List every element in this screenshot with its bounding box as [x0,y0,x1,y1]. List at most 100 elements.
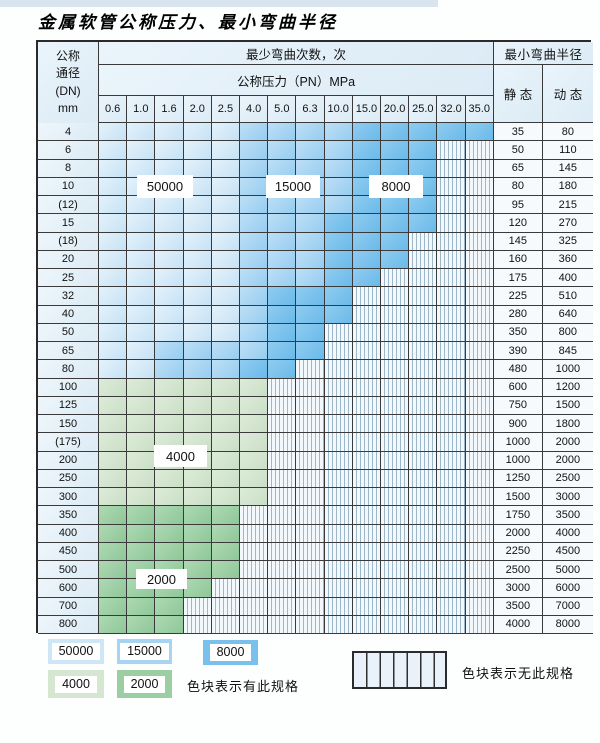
spec-cell [155,342,184,361]
table-row: 125 750 1500 [38,396,593,415]
static-radius-cell: 1250 [493,469,543,488]
spec-cell [183,542,212,561]
pressure-bend-table: 公称 通径 (DN) mm 最少弯曲次数，次 最小弯曲半径 公称压力（PN）MPa 静… [36,40,593,634]
table-row: (18) 145 325 [38,232,593,251]
spec-cell [211,177,241,196]
spec-cell [211,542,241,561]
spec-cell [352,232,382,251]
dynamic-radius-cell: 2500 [542,469,593,488]
spec-cell [268,196,297,215]
spec-cell [268,360,297,379]
dynamic-radius-cell: 4500 [542,542,593,561]
spec-cell [324,305,353,324]
legend-value-15000: 15000 [120,643,169,660]
spec-cell [381,250,410,269]
spec-cell [155,323,184,342]
dynamic-radius-cell: 510 [542,287,593,306]
no-spec-cell [211,579,241,598]
spec-cell [352,250,382,269]
table-row: 450 2250 4500 [38,542,593,561]
dn-cell: (12) [38,196,99,215]
spec-cell [211,287,241,306]
legend-item-4000: 4000 [48,670,104,698]
spec-cell [381,232,410,251]
static-radius-cell: 95 [493,196,543,215]
no-spec-cell [437,542,466,561]
spec-cell [183,396,212,415]
spec-cell [240,287,269,306]
spec-cell [211,159,241,178]
spec-cell [211,469,241,488]
spec-cell [296,287,325,306]
spec-cell [155,615,184,634]
table-row: 25 175 400 [38,269,593,288]
spec-cell [183,360,212,379]
no-spec-cell [465,469,494,488]
no-spec-cell [296,451,325,470]
spec-cell [211,342,241,361]
static-radius-cell: 80 [493,177,543,196]
no-spec-cell [437,269,466,288]
no-spec-cell [352,342,382,361]
no-spec-cell [324,342,353,361]
no-spec-cell [352,305,382,324]
table-row: 20 160 360 [38,250,593,269]
spec-cell [99,141,128,160]
no-spec-cell [381,360,410,379]
spec-cell [127,597,156,616]
spec-cell [99,488,128,507]
spec-cell [155,597,184,616]
no-spec-cell [381,433,410,452]
nominal-pressure-header: 公称压力（PN）MPa [99,65,494,96]
legend-value-8000: 8000 [209,644,252,661]
no-spec-cell [465,177,494,196]
pressure-values-header-row: 0.6 1.0 1.6 2.0 2.5 4.0 5.0 6.3 10.0 15.0 20.0 25.0… [99,96,494,123]
dn-cell: 450 [38,542,99,561]
no-spec-cell [268,451,297,470]
no-spec-cell [437,506,466,525]
spec-cell [352,214,382,233]
no-spec-cell [465,196,494,215]
no-spec-cell [324,542,353,561]
spec-cell [240,123,269,142]
min-bend-radius-header: 最小弯曲半径 [494,42,593,65]
spec-cell [240,250,269,269]
no-spec-cell [296,378,325,397]
spec-cell [99,214,128,233]
static-radius-cell: 900 [493,415,543,434]
spec-cell [99,287,128,306]
spec-cell [211,378,241,397]
spec-cell [99,196,128,215]
spec-cell [352,196,382,215]
no-spec-cell [437,323,466,342]
no-spec-cell [437,469,466,488]
no-spec-cell [268,488,297,507]
spec-cell [155,360,184,379]
spec-cell [183,305,212,324]
spec-cell [127,196,156,215]
spec-cell [324,141,353,160]
cycle-label-4000: 4000 [154,445,207,467]
spec-cell [324,214,353,233]
dn-header-line: 通径 [55,66,80,81]
no-spec-cell [437,488,466,507]
spec-cell [211,269,241,288]
spec-cell [268,250,297,269]
static-radius-cell: 1000 [493,433,543,452]
spec-cell [381,123,410,142]
static-radius-cell: 3000 [493,579,543,598]
table-row: 400 2000 4000 [38,524,593,543]
no-spec-cell [296,469,325,488]
table-row: 32 225 510 [38,287,593,306]
spec-cell [99,415,128,434]
spec-cell [99,378,128,397]
no-spec-cell [409,506,438,525]
no-spec-cell [465,342,494,361]
spec-cell [155,506,184,525]
no-spec-cell [409,597,438,616]
static-radius-cell: 2500 [493,561,543,580]
no-spec-cell [381,415,410,434]
spec-cell [240,433,269,452]
spec-cell [183,287,212,306]
no-spec-cell [381,506,410,525]
